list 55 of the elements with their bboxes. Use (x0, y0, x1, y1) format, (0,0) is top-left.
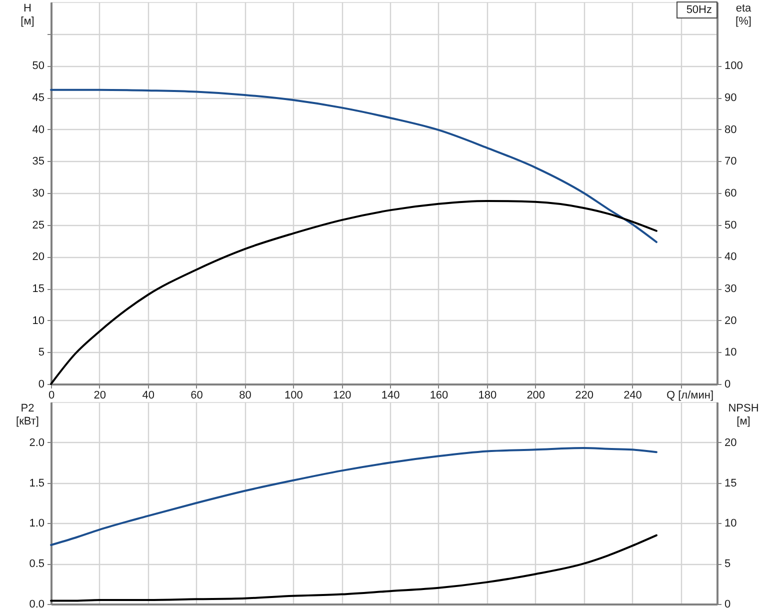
x-tick-label: 200 (526, 390, 546, 402)
x-tick-label: 160 (430, 390, 448, 402)
x-tick-label: 240 (624, 390, 642, 402)
x-tick-label: 20 (94, 390, 106, 402)
y2-axis-title: NPSH [м] (728, 402, 759, 428)
y-tick-label: 45 (32, 92, 44, 104)
y2-tick-label: 15 (724, 477, 737, 490)
x-tick-label: 40 (142, 390, 154, 402)
x-tick-label: 60 (190, 390, 203, 402)
x-tick-label: 140 (381, 390, 400, 402)
y2-tick-label: 10 (724, 346, 737, 359)
y-axis-title: P2 [кВт] (16, 402, 39, 428)
y-tick-label: 0.5 (29, 558, 44, 570)
y-tick-label: 1.5 (29, 477, 44, 490)
y-tick-label: 25 (32, 219, 44, 232)
y-tick-label: 0 (38, 378, 44, 390)
y2-tick-label: 80 (724, 124, 737, 136)
y-tick-label: 5 (38, 346, 44, 359)
y-tick-label: 50 (32, 60, 44, 72)
y-tick-label: 15 (32, 283, 44, 295)
y2-tick-label: 0 (724, 598, 731, 610)
y-tick-label: 1.0 (29, 518, 44, 530)
y-tick-label: 35 (32, 156, 44, 168)
x-axis-title: Q [л/мин] (666, 390, 714, 402)
x-tick-label: 100 (284, 390, 303, 402)
y2-axis-title: eta [%] (736, 2, 752, 28)
x-tick-label: 120 (332, 390, 352, 402)
y2-tick-label: 50 (724, 219, 737, 232)
y-tick-label: 40 (32, 124, 44, 136)
y2-tick-label: 90 (724, 92, 737, 104)
line-series (50, 447, 658, 546)
annotation: 50Hz (686, 4, 712, 16)
y-tick-label: 30 (32, 188, 44, 200)
y2-tick-label: 20 (724, 314, 737, 327)
line-series (50, 200, 658, 385)
y2-tick-label: 40 (724, 251, 737, 264)
x-tick-label: 180 (478, 390, 497, 402)
line-series (50, 534, 658, 602)
y2-tick-label: 10 (724, 518, 737, 530)
line-series (50, 88, 658, 244)
y-axis-title: H [м] (20, 2, 34, 28)
y-tick-label: 2.0 (29, 436, 44, 449)
y2-tick-label: 0 (724, 378, 731, 390)
y2-tick-label: 70 (724, 156, 737, 168)
x-tick-label: 0 (48, 390, 55, 402)
y2-tick-label: 20 (724, 436, 737, 449)
y-tick-label: 10 (32, 314, 44, 327)
y2-tick-label: 100 (724, 60, 743, 72)
y-tick-label: 0.0 (29, 598, 44, 610)
y-tick-label: 20 (32, 251, 44, 264)
x-tick-label: 220 (575, 390, 594, 402)
y2-tick-label: 60 (724, 188, 737, 200)
y2-tick-label: 5 (724, 558, 731, 570)
x-tick-label: 80 (239, 390, 252, 402)
y2-tick-label: 30 (724, 283, 737, 295)
